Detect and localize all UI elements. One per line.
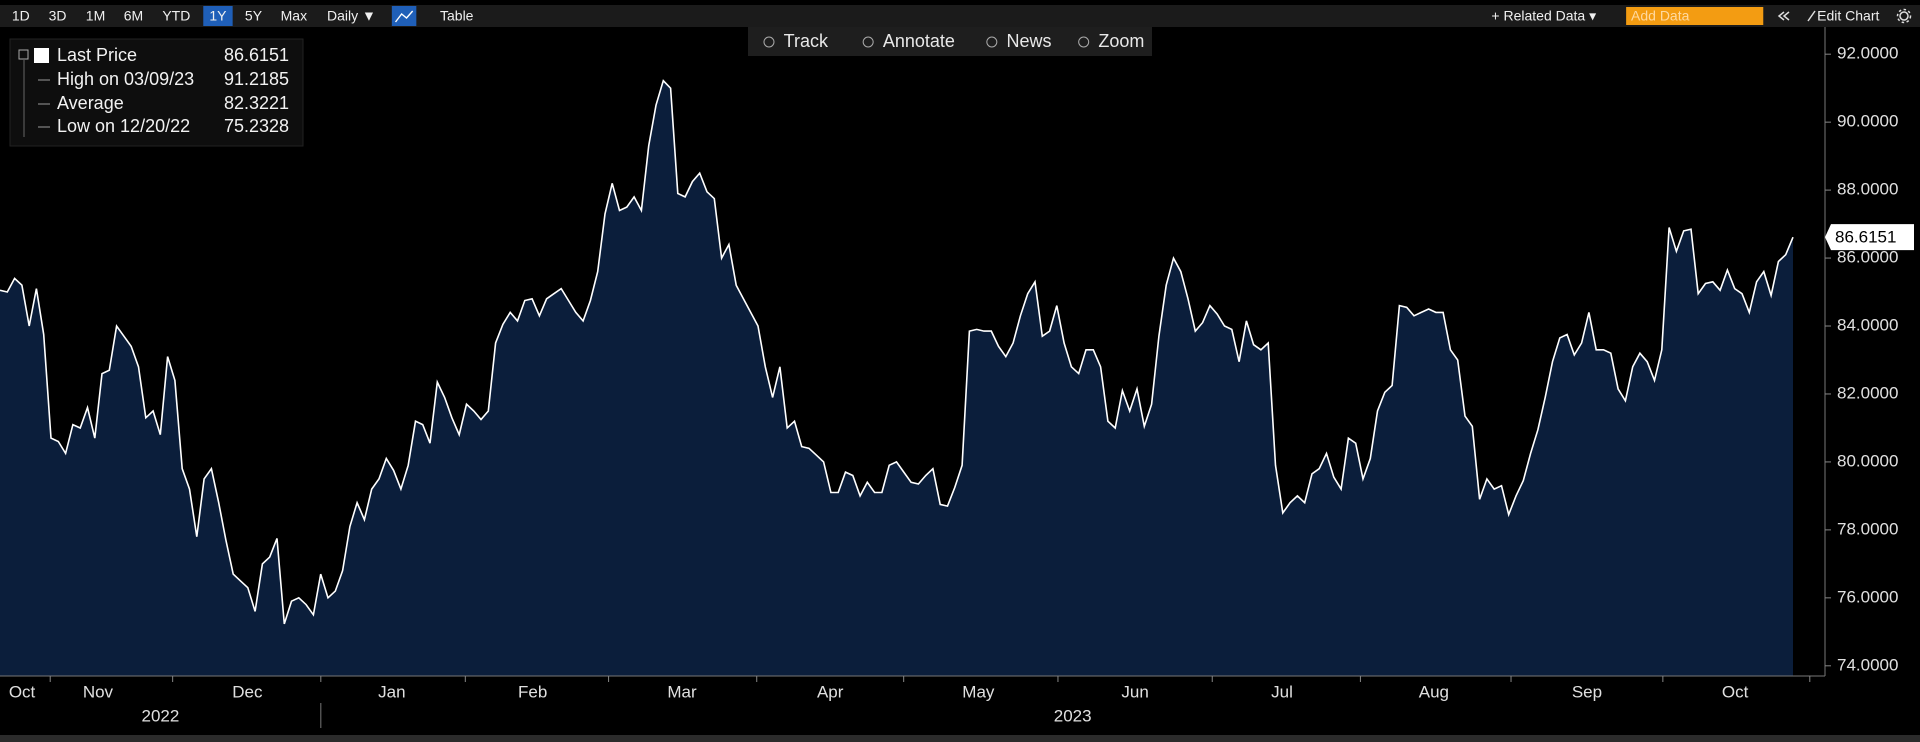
table-button[interactable]: Table: [440, 8, 474, 24]
legend-label: Last Price: [57, 45, 137, 65]
x-tick-label: Jan: [378, 682, 405, 701]
last-price-tag: [1825, 224, 1914, 251]
price-area: [0, 80, 1793, 676]
legend-value: 82.3221: [224, 93, 289, 113]
year-label: 2023: [1054, 706, 1092, 725]
edit-icons: [1777, 8, 1912, 24]
legend-label: High on 03/09/23: [57, 69, 194, 89]
collapse-icon[interactable]: [1777, 11, 1785, 21]
x-tick-label: Aug: [1419, 682, 1449, 701]
toolbar: [0, 5, 1920, 27]
y-tick-label: 80.0000: [1837, 451, 1898, 470]
range-button[interactable]: Max: [281, 8, 307, 24]
range-button[interactable]: 1M: [86, 8, 105, 24]
legend-box: [9, 38, 304, 147]
y-tick-label: 90.0000: [1837, 112, 1898, 131]
chart-type-icon: [394, 10, 414, 23]
range-button[interactable]: 1D: [12, 8, 30, 24]
range-selected: [203, 6, 233, 26]
tool-button[interactable]: News: [1007, 31, 1052, 51]
tool-icon: [763, 36, 775, 48]
y-tick-label: 84.0000: [1837, 316, 1898, 335]
tool-button[interactable]: Zoom: [1098, 31, 1144, 51]
y-tick-label: 78.0000: [1837, 519, 1898, 538]
x-tick-label: Apr: [817, 682, 844, 701]
tool-icon: [1078, 36, 1090, 48]
range-button[interactable]: 3D: [49, 8, 67, 24]
legend-expand: [18, 49, 29, 60]
tool-icon: [862, 36, 874, 48]
y-tick-label: 88.0000: [1837, 180, 1898, 199]
legend-swatch: [34, 48, 49, 63]
range-button[interactable]: 5Y: [245, 8, 263, 24]
y-tick-label: 76.0000: [1837, 587, 1898, 606]
bottom-strip: [0, 735, 1920, 742]
last-price-label: 86.6151: [1835, 228, 1896, 247]
x-tick-label: Dec: [232, 682, 263, 701]
legend-label: Low on 12/20/22: [57, 116, 190, 136]
frequency-button[interactable]: Daily ▼: [327, 8, 376, 24]
x-tick-label: Oct: [9, 682, 36, 701]
x-tick-label: Jul: [1271, 682, 1293, 701]
tools-bar: [748, 27, 1152, 56]
range-button[interactable]: 6M: [124, 8, 143, 24]
year-label: 2022: [141, 706, 179, 725]
tool-button[interactable]: Annotate: [883, 31, 955, 51]
gear-icon[interactable]: [1899, 11, 1909, 21]
legend-label: Average: [57, 93, 124, 113]
x-tick-label: Jun: [1121, 682, 1148, 701]
collapse-icon[interactable]: [1782, 11, 1790, 21]
related-data[interactable]: + Related Data ▾: [1491, 8, 1596, 24]
x-tick-label: Oct: [1722, 682, 1749, 701]
edit-chart[interactable]: Edit Chart: [1817, 8, 1879, 24]
legend-value: 75.2328: [224, 116, 289, 136]
legend-value: 91.2185: [224, 69, 289, 89]
gear-teeth: [1896, 8, 1912, 24]
x-tick-label: May: [962, 682, 995, 701]
y-tick-label: 74.0000: [1837, 655, 1898, 674]
x-tick-label: Sep: [1572, 682, 1602, 701]
add-data: Add Data: [1631, 8, 1690, 24]
tool-icon: [986, 36, 998, 48]
range-button[interactable]: 1Y: [209, 8, 227, 24]
add-data-box[interactable]: [1626, 7, 1764, 25]
legend-value: 86.6151: [224, 45, 289, 65]
range-button[interactable]: YTD: [162, 8, 190, 24]
y-tick-label: 82.0000: [1837, 383, 1898, 402]
y-tick-label: 92.0000: [1837, 44, 1898, 63]
pencil-icon: [1807, 10, 1816, 22]
y-tick-label: 86.0000: [1837, 248, 1898, 267]
price-line: [0, 79, 1794, 625]
x-tick-label: Feb: [518, 682, 547, 701]
x-tick-label: Mar: [667, 682, 697, 701]
tool-button[interactable]: Track: [784, 31, 829, 51]
x-tick-label: Nov: [83, 682, 114, 701]
